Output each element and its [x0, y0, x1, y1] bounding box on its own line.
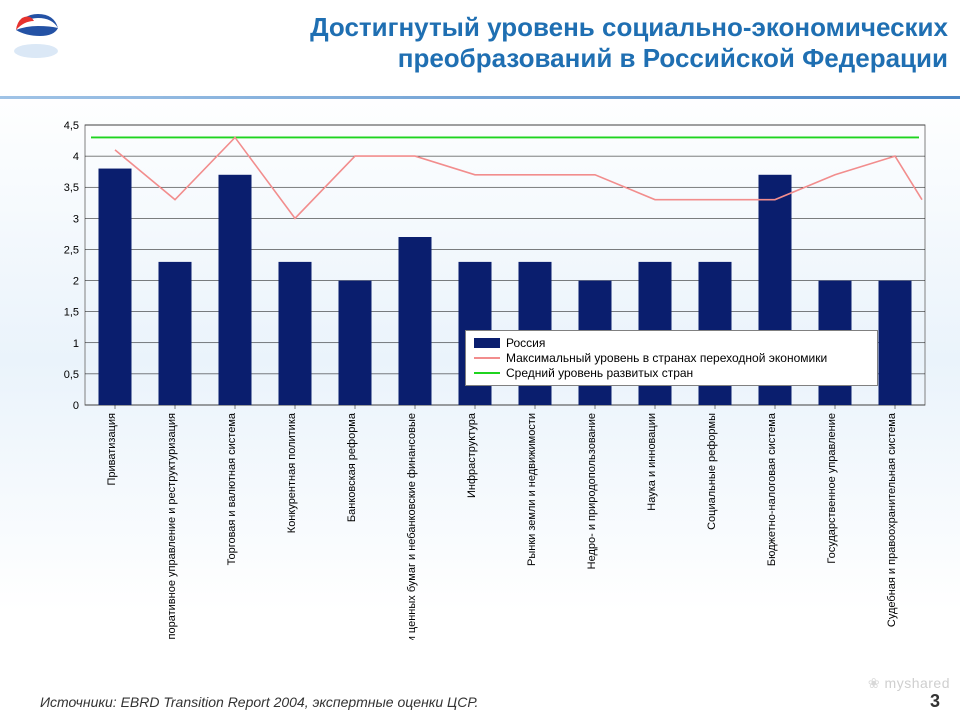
- x-label: Торговая и валютная система: [226, 412, 238, 565]
- svg-text:1,5: 1,5: [64, 307, 79, 319]
- bar: [99, 169, 132, 405]
- legend-label: Россия: [506, 336, 545, 350]
- x-label: Конкурентная политика: [286, 412, 298, 533]
- legend: РоссияМаксимальный уровень в странах пер…: [465, 330, 878, 386]
- source-text: Источники: EBRD Transition Report 2004, …: [40, 694, 478, 710]
- svg-text:3: 3: [73, 213, 79, 225]
- chart: 0 0,5 1 1,5 2 2,5 3 3,5 4 4,5 Приватизация Корпорат…: [40, 120, 940, 640]
- x-label: Рынки ценных бумаг и небанковские финанс…: [406, 413, 418, 640]
- x-label: Рынки земли и недвижимости: [526, 413, 538, 566]
- svg-text:1: 1: [73, 338, 79, 350]
- svg-text:0,5: 0,5: [64, 369, 79, 381]
- bar: [159, 262, 192, 405]
- svg-text:0: 0: [73, 400, 79, 412]
- bar: [879, 281, 912, 405]
- legend-label: Средний уровень развитых стран: [506, 366, 693, 380]
- bar: [219, 175, 252, 405]
- title-line2: преобразований в Российской Федерации: [90, 43, 948, 74]
- x-label: Государственное управление: [826, 413, 838, 564]
- svg-text:4: 4: [73, 151, 79, 163]
- x-label: Приватизация: [106, 413, 118, 486]
- legend-row: Средний уровень развитых стран: [474, 366, 869, 380]
- legend-label: Максимальный уровень в странах переходно…: [506, 351, 827, 365]
- page-number: 3: [930, 691, 940, 712]
- x-label: Наука и инновации: [646, 413, 658, 511]
- bar: [399, 237, 432, 405]
- x-label: Социальные реформы: [706, 413, 718, 530]
- x-label: Банковская реформа: [346, 412, 358, 522]
- logo: [8, 6, 64, 62]
- svg-text:3,5: 3,5: [64, 182, 79, 194]
- svg-text:4,5: 4,5: [64, 120, 79, 132]
- bar: [279, 262, 312, 405]
- footer: Источники: EBRD Transition Report 2004, …: [40, 691, 940, 712]
- watermark: ❀ myshared: [868, 675, 950, 692]
- x-label: Недро- и природопользование: [586, 413, 598, 569]
- x-label: Судебная и правоохранительная система: [886, 412, 898, 627]
- x-label: Бюджетно-налоговая система: [766, 412, 778, 566]
- bar: [339, 281, 372, 405]
- svg-text:2,5: 2,5: [64, 244, 79, 256]
- x-label: Инфраструктура: [466, 412, 478, 498]
- svg-text:2: 2: [73, 276, 79, 288]
- title-line1: Достигнутый уровень социально-экономичес…: [90, 12, 948, 43]
- legend-row: Россия: [474, 336, 869, 350]
- title-rule: [0, 96, 960, 99]
- slide-title: Достигнутый уровень социально-экономичес…: [90, 12, 948, 74]
- legend-row: Максимальный уровень в странах переходно…: [474, 351, 869, 365]
- x-label: Корпоративное управление и реструктуриза…: [166, 413, 178, 640]
